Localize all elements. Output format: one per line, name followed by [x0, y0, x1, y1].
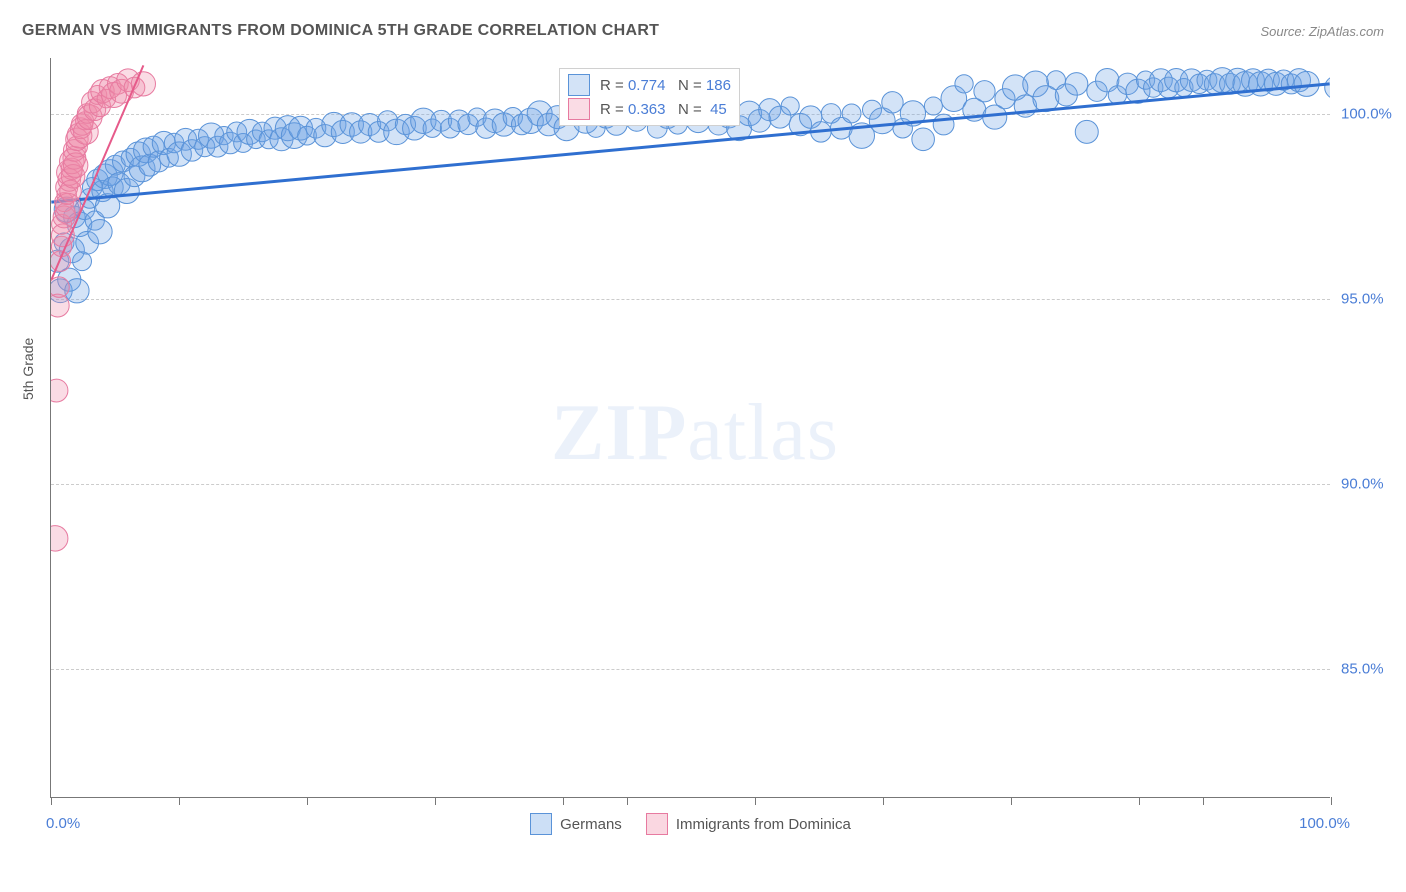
data-point [73, 252, 92, 271]
legend-label: Immigrants from Dominica [676, 816, 851, 833]
y-tick-label: 90.0% [1341, 475, 1384, 492]
legend-item: Germans [530, 813, 622, 835]
data-point [1065, 73, 1088, 96]
data-point [955, 75, 973, 93]
x-tick [307, 797, 308, 805]
data-point [51, 526, 68, 551]
source-attribution: Source: ZipAtlas.com [1260, 24, 1384, 39]
x-tick [51, 797, 52, 805]
x-tick [755, 797, 756, 805]
y-axis-label: 5th Grade [20, 338, 36, 400]
legend-item: Immigrants from Dominica [646, 813, 851, 835]
legend-swatch [568, 74, 590, 96]
data-point [1325, 76, 1330, 99]
data-point [51, 277, 69, 297]
data-point [842, 104, 861, 123]
x-tick [627, 797, 628, 805]
x-tick [1011, 797, 1012, 805]
data-point [51, 379, 68, 402]
legend-swatch [568, 98, 590, 120]
x-tick [563, 797, 564, 805]
stats-text: R = 0.774 N = 186 [600, 77, 731, 94]
legend-swatch [646, 813, 668, 835]
chart-title: GERMAN VS IMMIGRANTS FROM DOMINICA 5TH G… [22, 22, 659, 40]
legend-swatch [530, 813, 552, 835]
data-point [88, 219, 112, 243]
data-point [912, 128, 935, 151]
watermark: ZIPatlas [551, 388, 839, 479]
stats-text: R = 0.363 N = 45 [600, 101, 727, 118]
data-point [933, 114, 954, 135]
x-tick [435, 797, 436, 805]
data-point [781, 97, 799, 115]
data-point [882, 92, 903, 113]
x-tick [883, 797, 884, 805]
x-tick [1203, 797, 1204, 805]
data-point [924, 97, 942, 115]
x-tick [1139, 797, 1140, 805]
series-legend: Germans Immigrants from Dominica [51, 813, 1330, 835]
y-tick-label: 95.0% [1341, 290, 1384, 307]
data-point [1075, 120, 1098, 143]
data-point [974, 81, 995, 102]
stats-legend-row: R = 0.363 N = 45 [568, 97, 731, 121]
x-tick [1331, 797, 1332, 805]
y-tick-label: 100.0% [1341, 105, 1392, 122]
chart-area: ZIPatlas 100.0%95.0%90.0%85.0% R = 0.774… [50, 58, 1330, 798]
stats-legend: R = 0.774 N = 186 R = 0.363 N = 45 [559, 68, 740, 126]
x-tick [179, 797, 180, 805]
watermark-bold: ZIP [551, 389, 687, 477]
legend-label: Germans [560, 816, 622, 833]
y-tick-label: 85.0% [1341, 660, 1384, 677]
watermark-rest: atlas [687, 389, 839, 477]
stats-legend-row: R = 0.774 N = 186 [568, 73, 731, 97]
